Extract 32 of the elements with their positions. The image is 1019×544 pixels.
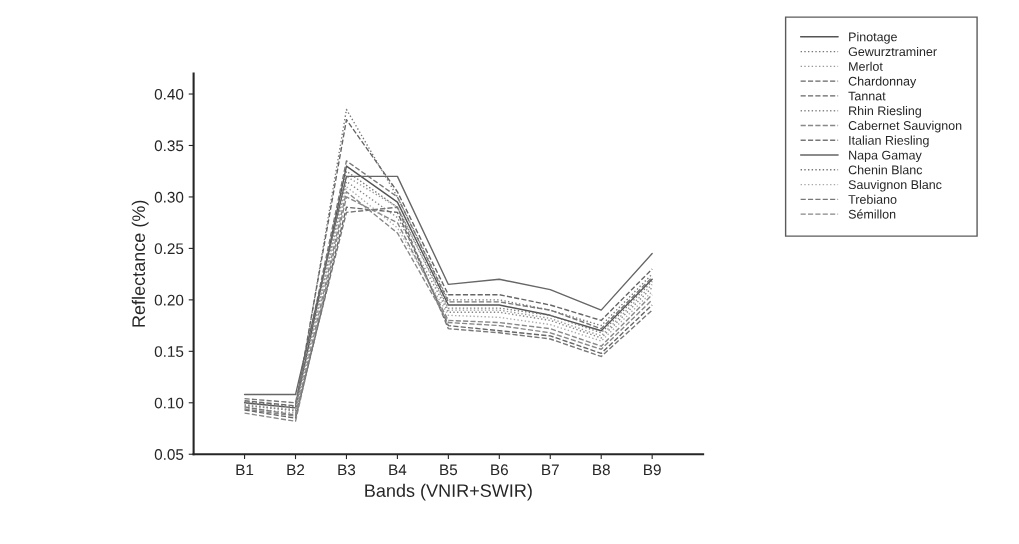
- x-axis-title: Bands (VNIR+SWIR): [365, 483, 532, 501]
- legend-label: Chardonnay: [848, 76, 917, 89]
- x-tick-label: B4: [389, 464, 407, 476]
- legend-label: Merlot: [849, 61, 883, 71]
- x-tick-label: B5: [440, 464, 458, 476]
- y-tick-label: 0.05: [154, 449, 184, 460]
- y-tick-label: 0.20: [154, 294, 184, 306]
- x-tick-label: B2: [287, 464, 305, 476]
- x-tick-label: B3: [338, 464, 356, 476]
- y-tick-label: 0.40: [154, 88, 184, 100]
- x-tick-label: B8: [593, 464, 610, 476]
- x-tick-label: B9: [644, 464, 661, 476]
- legend-label: Napa Gamay: [849, 150, 922, 162]
- legend-label: Tannat: [848, 91, 886, 101]
- y-tick-label: 0.30: [154, 191, 184, 203]
- legend-label: Pinotage: [849, 32, 897, 44]
- legend-label: Trebiano: [848, 194, 897, 204]
- y-tick-label: 0.25: [154, 243, 184, 255]
- legend-label: Cabernet Sauvignon: [848, 120, 962, 133]
- legend-label: Sauvignon Blanc: [848, 179, 942, 192]
- x-tick-label: B7: [542, 464, 559, 476]
- legend-label: Gewurztraminer: [848, 46, 937, 57]
- y-tick-label: 0.10: [154, 397, 184, 409]
- legend-label: Chenin Blanc: [848, 165, 923, 175]
- legend-label: Italian Riesling: [849, 135, 929, 148]
- x-tick-label: B1: [236, 464, 254, 476]
- legend-label: Sémillon: [848, 209, 896, 219]
- x-tick-label: B6: [491, 464, 508, 476]
- y-axis-title: Reflectance (%): [131, 200, 149, 327]
- y-tick-label: 0.35: [154, 140, 184, 152]
- legend-label: Rhin Riesling: [849, 106, 921, 118]
- y-tick-label: 0.15: [154, 346, 184, 358]
